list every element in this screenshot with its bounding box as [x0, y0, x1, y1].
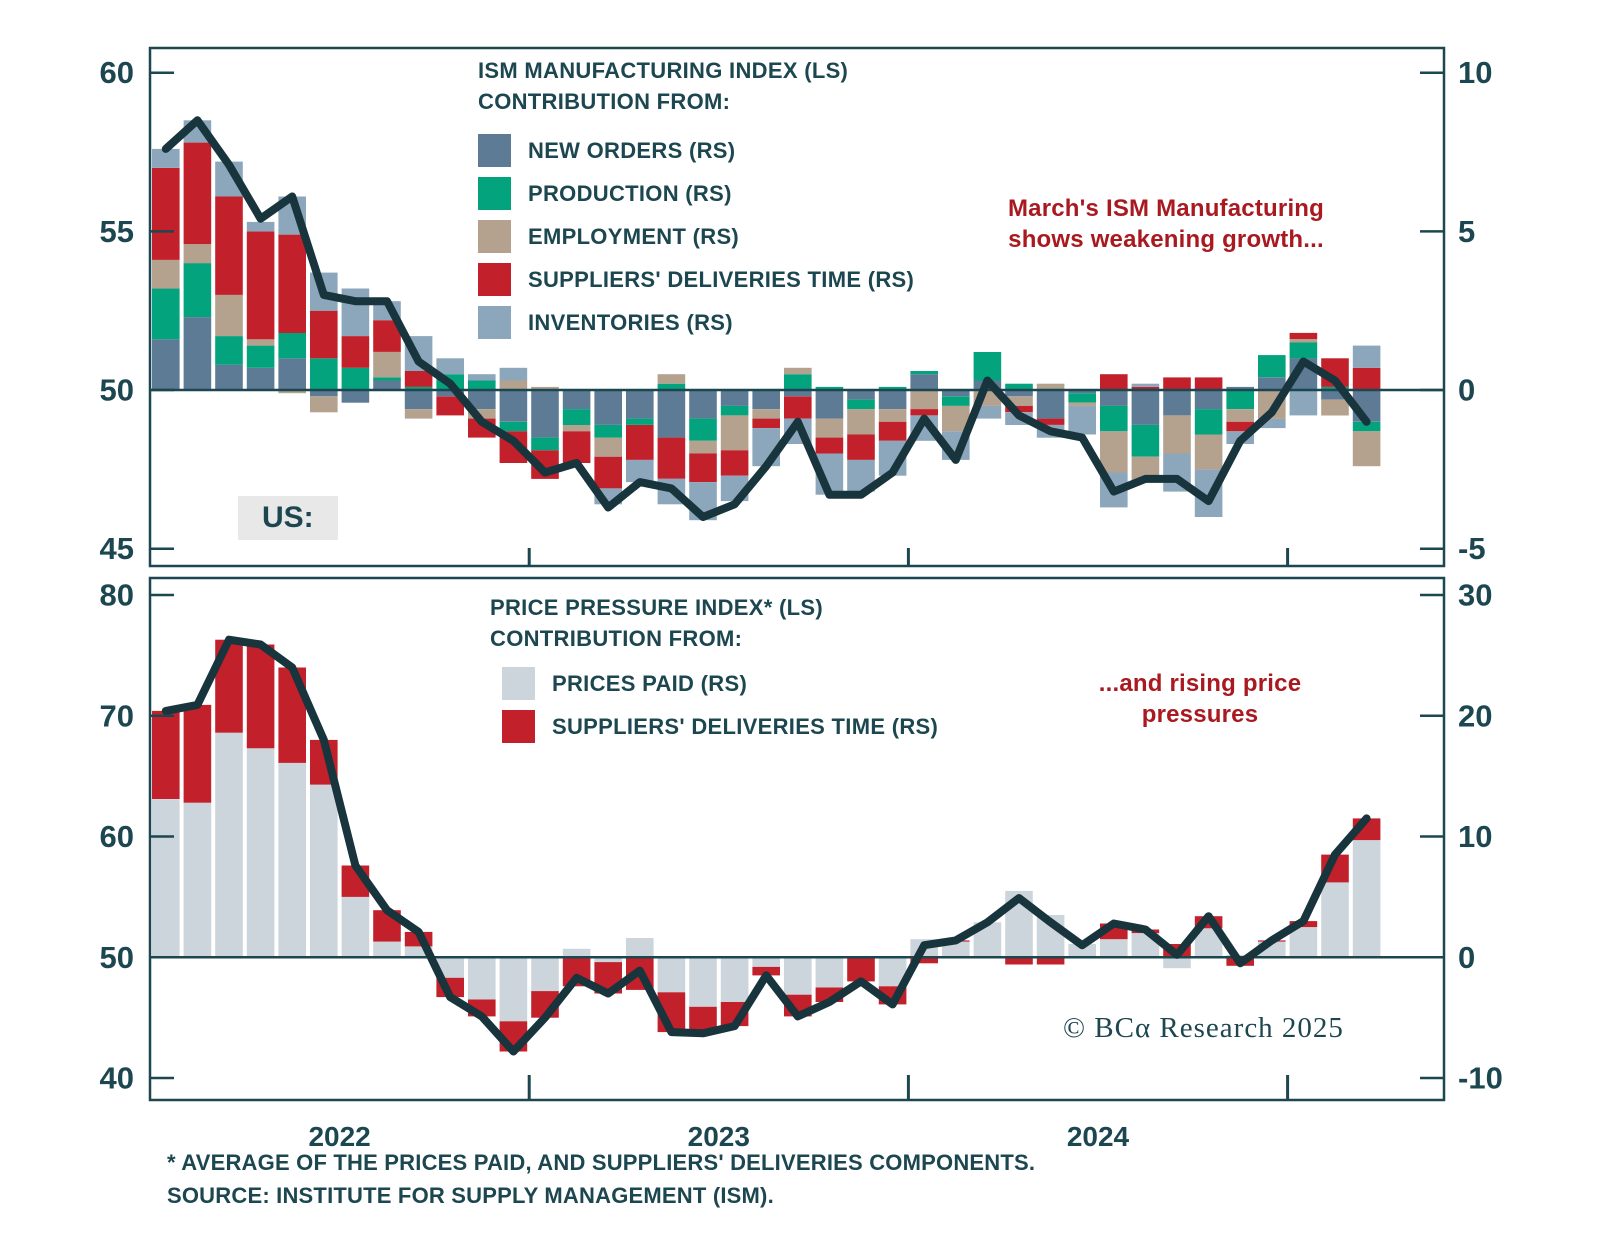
left-axis-tick-label: 50: [100, 940, 134, 975]
right-axis-tick-label: 30: [1458, 578, 1492, 613]
legend-item-suppliers-deliveries: SUPPLIERS' DELIVERIES TIME (RS): [478, 258, 914, 301]
bottom-chart-subtitle: CONTRIBUTION FROM:: [490, 626, 743, 651]
legend-item-production: PRODUCTION (RS): [478, 172, 914, 215]
legend-label: PRODUCTION (RS): [528, 180, 732, 206]
legend-label: PRICES PAID (RS): [552, 670, 748, 696]
legend-item-suppliers-deliveries-bottom: SUPPLIERS' DELIVERIES TIME (RS): [502, 705, 938, 748]
legend-label: SUPPLIERS' DELIVERIES TIME (RS): [528, 266, 915, 292]
price-pressure-panel: 80 70 60 50 40 30 20 10 0 -10: [100, 576, 1503, 1102]
left-axis-tick-label: 80: [100, 578, 134, 613]
employment-swatch-icon: [478, 220, 511, 253]
year-label-2024: 2024: [1067, 1121, 1130, 1152]
annotation-price-pressures: ...and rising price pressures: [1098, 670, 1302, 728]
new-orders-swatch-icon: [478, 134, 511, 167]
right-axis-tick-label: -5: [1458, 531, 1486, 566]
legend-item-inventories: INVENTORIES (RS): [478, 301, 914, 344]
legend-bottom: PRICE PRESSURE INDEX* (LS) CONTRIBUTION …: [490, 592, 938, 748]
suppliers-deliveries-swatch-icon: [478, 263, 511, 296]
legend-label: INVENTORIES (RS): [528, 309, 733, 335]
production-swatch-icon: [478, 177, 511, 210]
year-label-2023: 2023: [688, 1121, 750, 1152]
legend-item-employment: EMPLOYMENT (RS): [478, 215, 914, 258]
us-label: US:: [238, 496, 338, 540]
legend-label: EMPLOYMENT (RS): [528, 223, 740, 249]
legend-label: SUPPLIERS' DELIVERIES TIME (RS): [552, 713, 939, 739]
left-axis-tick-label: 50: [100, 373, 134, 408]
legend-bottom-items: PRICES PAID (RS) SUPPLIERS' DELIVERIES T…: [502, 662, 938, 748]
inventories-swatch-icon: [478, 306, 511, 339]
legend-top-items: NEW ORDERS (RS) PRODUCTION (RS) EMPLOYME…: [478, 129, 914, 344]
left-axis-tick-label: 45: [100, 531, 134, 566]
bottom-chart-title: PRICE PRESSURE INDEX* (LS): [490, 595, 823, 620]
legend-item-prices-paid: PRICES PAID (RS): [502, 662, 938, 705]
top-chart-title: ISM MANUFACTURING INDEX (LS): [478, 58, 849, 83]
top-chart-subtitle: CONTRIBUTION FROM:: [478, 89, 731, 114]
left-axis-tick-label: 70: [100, 698, 134, 733]
right-axis-tick-label: 5: [1458, 214, 1475, 249]
year-label-2022: 2022: [308, 1121, 370, 1152]
right-axis-tick-label: 10: [1458, 819, 1492, 854]
left-axis-tick-label: 60: [100, 55, 134, 90]
footnote-source: SOURCE: INSTITUTE FOR SUPPLY MANAGEMENT …: [167, 1183, 774, 1208]
footnotes: * AVERAGE OF THE PRICES PAID, AND SUPPLI…: [167, 1146, 1035, 1212]
right-axis-tick-label: 0: [1458, 373, 1475, 408]
ism-manufacturing-bars: [152, 120, 1381, 521]
legend-top: ISM MANUFACTURING INDEX (LS) CONTRIBUTIO…: [478, 55, 914, 344]
legend-item-new-orders: NEW ORDERS (RS): [478, 129, 914, 172]
right-axis-tick-label: 20: [1458, 698, 1492, 733]
suppliers-deliveries-swatch-icon: [502, 710, 535, 743]
footnote-average: * AVERAGE OF THE PRICES PAID, AND SUPPLI…: [167, 1150, 1036, 1175]
left-axis-tick-label: 40: [100, 1061, 134, 1096]
copyright-text: © BCα Research 2025: [1063, 1012, 1344, 1044]
left-axis-tick-label: 55: [100, 214, 134, 249]
right-axis-tick-label: -10: [1458, 1061, 1503, 1096]
ism-manufacturing-line: [161, 116, 1371, 521]
left-axis-tick-label: 60: [100, 819, 134, 854]
price-pressure-line: [161, 635, 1371, 1056]
right-axis-tick-label: 10: [1458, 55, 1492, 90]
legend-label: NEW ORDERS (RS): [528, 137, 736, 163]
annotation-weakening-growth: March's ISM Manufacturing shows weakenin…: [1007, 195, 1325, 253]
right-axis-tick-label: 0: [1458, 940, 1475, 975]
prices-paid-swatch-icon: [502, 667, 535, 700]
